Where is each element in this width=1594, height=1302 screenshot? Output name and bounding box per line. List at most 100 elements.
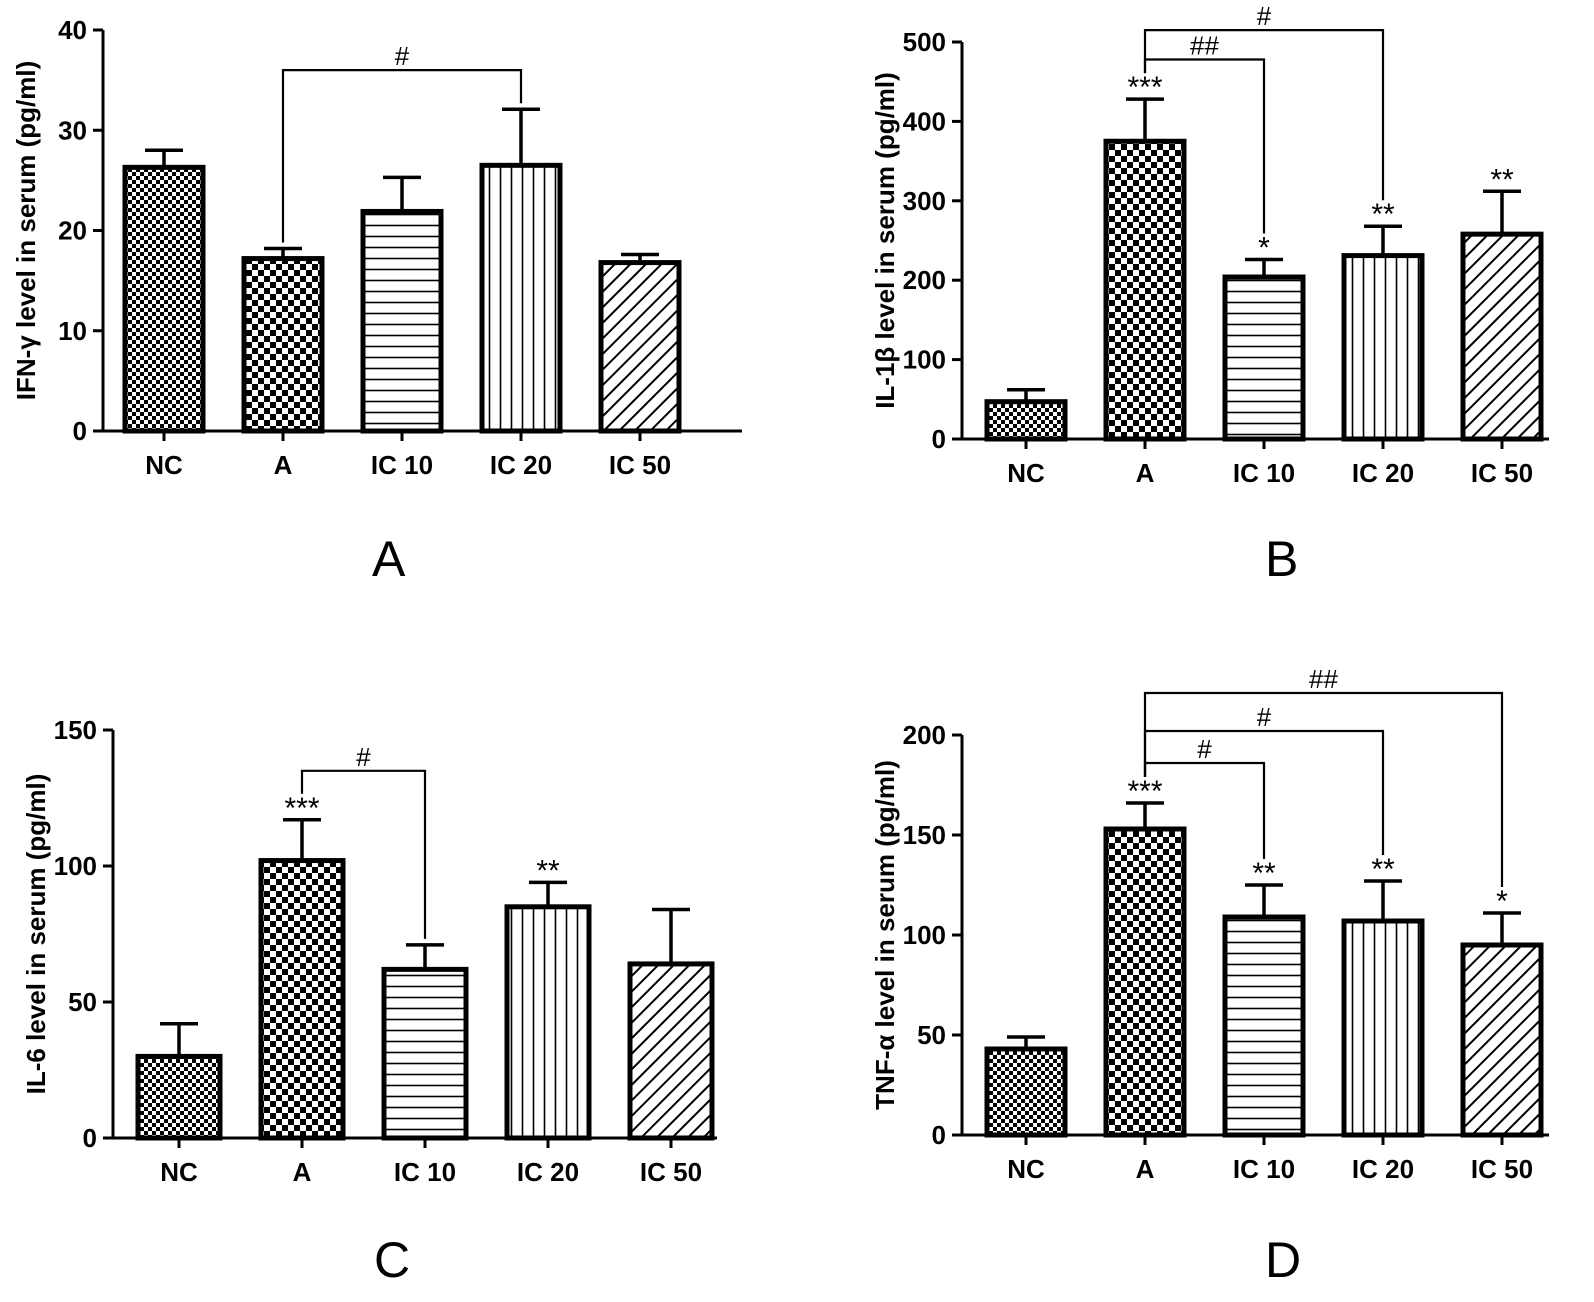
y-tick-label: 40 [58,15,87,45]
y-axis-label: IL-6 level in serum (pg/ml) [21,774,51,1095]
chart-panel-a: 0 10 20 30 40 IFN-γ level in serum (pg/ml) NC A… [0,0,797,651]
x-tick-label: IC 20 [1352,458,1414,488]
y-tick-label: 400 [903,106,946,136]
bracket-label: # [356,742,371,772]
significance-label: * [1496,885,1508,918]
bar [1341,253,1425,442]
x-tick-label: IC 10 [371,450,433,480]
y-tick-label: 0 [83,1123,97,1153]
bar [360,208,444,434]
significance-label: ** [1490,163,1514,196]
y-tick-label: 30 [58,115,87,145]
comparison-bracket [1143,761,1266,859]
bar [258,858,346,1141]
bar [504,904,592,1141]
y-tick-label: 100 [903,920,946,950]
panel-letter-c: C [374,1232,411,1288]
bar [1222,914,1306,1138]
bracket-label: # [1197,734,1212,764]
x-tick-label: IC 50 [1471,1154,1533,1184]
y-tick-label: 0 [932,424,946,454]
y-tick-label: 0 [73,416,87,446]
y-tick-label: 200 [903,720,946,750]
comparison-bracket [1143,691,1504,887]
comparison-bracket [281,69,523,243]
y-tick-label: 150 [903,820,946,850]
significance-label: *** [284,792,319,825]
significance-label: ** [1252,857,1276,890]
x-tick-label: NC [145,450,183,480]
bar [1103,138,1187,442]
y-axis-label: IFN-γ level in serum (pg/ml) [11,61,41,401]
panel-letter-d: D [1265,1232,1302,1288]
bar [241,256,325,434]
x-tick-label: IC 10 [1233,1154,1295,1184]
bar [1460,231,1544,442]
bar [381,966,469,1141]
bar [479,162,563,434]
significance-label: ** [1371,853,1395,886]
significance-label: * [1258,232,1270,265]
x-tick-label: IC 20 [517,1157,579,1187]
bracket-label: # [395,41,410,71]
bar [984,1046,1068,1138]
comparison-bracket [1143,28,1385,201]
x-tick-label: NC [1007,458,1045,488]
y-tick-label: 300 [903,186,946,216]
chart-panel-c: 0 50 100 150 IL-6 level in serum (pg/ml) NC A *… [0,651,797,1302]
comparison-bracket [1143,729,1385,855]
bar [1460,942,1544,1138]
y-tick-label: 200 [903,265,946,295]
bar [122,164,206,434]
comparison-bracket [1143,58,1266,234]
x-tick-label: IC 50 [640,1157,702,1187]
bracket-label: # [1257,702,1272,732]
comparison-bracket [300,769,427,939]
significance-label: ** [1371,198,1395,231]
chart-a-svg: 0 10 20 30 40 IFN-γ level in serum (pg/ml) NC A… [11,15,742,480]
bar [1341,918,1425,1138]
x-tick-label: IC 10 [394,1157,456,1187]
x-tick-label: A [293,1157,312,1187]
bar [598,260,682,434]
y-axis-label: IL-1β level in serum (pg/ml) [870,72,900,409]
x-tick-label: IC 20 [1352,1154,1414,1184]
bracket-label: # [1257,1,1272,31]
x-tick-label: NC [1007,1154,1045,1184]
x-tick-label: A [274,450,293,480]
y-tick-label: 50 [917,1020,946,1050]
x-tick-label: IC 50 [609,450,671,480]
bar [627,961,715,1141]
chart-panel-b: 0 100 200 300 400 500 IL-1β level in serum (pg… [797,0,1594,651]
x-tick-label: IC 10 [1233,458,1295,488]
x-tick-label: A [1136,1154,1155,1184]
y-tick-label: 150 [54,715,97,745]
y-tick-label: 20 [58,216,87,246]
significance-label: *** [1127,71,1162,104]
panel-letter-b: B [1265,531,1299,587]
bar [984,399,1068,442]
bracket-label: ## [1309,664,1338,694]
y-tick-label: 50 [68,987,97,1017]
bar [1103,826,1187,1138]
y-tick-label: 10 [58,316,87,346]
significance-label: *** [1127,775,1162,808]
panel-letter-a: A [372,531,406,587]
x-tick-label: IC 20 [490,450,552,480]
x-tick-label: IC 50 [1471,458,1533,488]
x-tick-label: A [1136,458,1155,488]
y-axis-label: TNF-α level in serum (pg/ml) [870,760,900,1110]
x-tick-label: NC [160,1157,198,1187]
y-tick-label: 500 [903,27,946,57]
y-tick-label: 0 [932,1120,946,1150]
significance-label: ** [536,854,560,887]
y-tick-label: 100 [903,345,946,375]
bar [1222,274,1306,442]
chart-panel-d: 0 50 100 150 200 TNF-α level in serum (pg/ml)… [797,651,1594,1302]
bracket-label: ## [1190,30,1219,60]
bar [135,1053,223,1141]
y-tick-label: 100 [54,851,97,881]
